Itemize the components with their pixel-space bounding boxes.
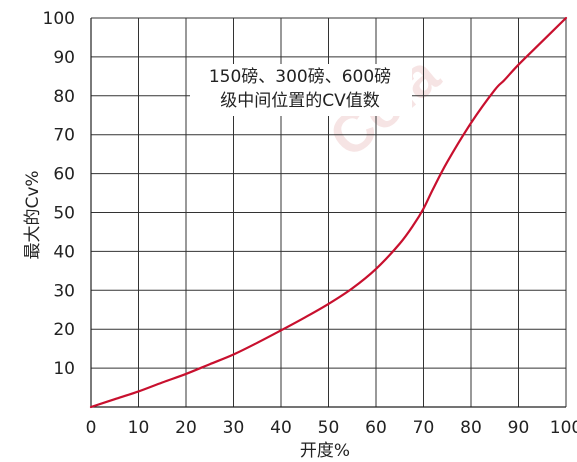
- series: [89, 16, 568, 409]
- x-tick-label: 50: [318, 418, 340, 438]
- y-tick-label: 80: [53, 87, 75, 107]
- y-tick-label: 90: [53, 48, 75, 68]
- x-tick-label: 10: [128, 418, 150, 438]
- x-tick-label: 100: [550, 418, 577, 438]
- tick-labels: 0 10 20 30 40 50 60 70 80 90 100 10 20 30 40 50 60 70 80 90…: [43, 9, 577, 438]
- x-axis-label: 开度%: [300, 441, 350, 461]
- x-tick-label: 40: [270, 418, 292, 438]
- x-tick-label: 30: [223, 418, 245, 438]
- y-tick-label: 50: [53, 204, 75, 224]
- annotation-background: [190, 64, 412, 116]
- y-tick-label: 70: [53, 126, 75, 146]
- y-tick-label: 40: [53, 242, 75, 262]
- x-tick-label: 20: [175, 418, 197, 438]
- x-tick-label: 90: [508, 418, 530, 438]
- y-tick-label: 30: [53, 281, 75, 301]
- x-tick-label: 80: [460, 418, 482, 438]
- axes: [90, 18, 566, 408]
- y-tick-label: 60: [53, 165, 75, 185]
- annotation-line: 级中间位置的CV值数: [220, 91, 380, 111]
- x-tick-label: 60: [365, 418, 387, 438]
- x-tick-label: 70: [413, 418, 435, 438]
- y-tick-label: 10: [53, 359, 75, 379]
- y-tick-label: 20: [53, 320, 75, 340]
- annotation-line: 150磅、300磅、600磅: [209, 67, 391, 87]
- y-tick-label: 100: [43, 9, 75, 29]
- x-tick-label: 0: [86, 418, 97, 438]
- series-line: [89, 16, 568, 409]
- y-axis-label: 最大的Cv%: [23, 170, 43, 259]
